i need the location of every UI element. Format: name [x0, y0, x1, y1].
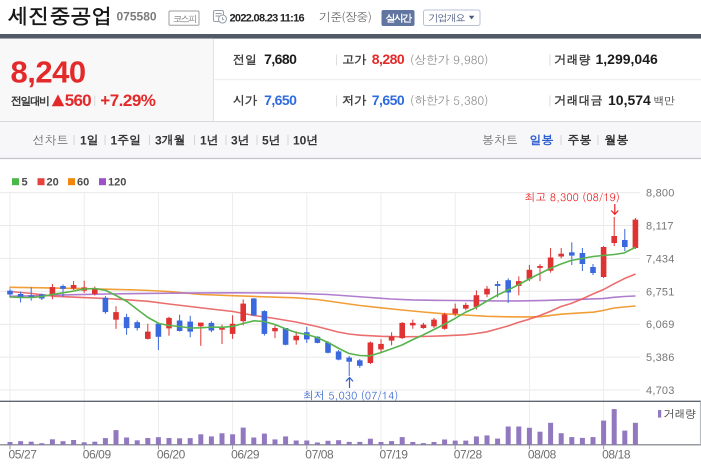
svg-text:7,680: 7,680: [264, 51, 297, 67]
svg-text:5: 5: [22, 177, 28, 189]
svg-text:8,240: 8,240: [11, 54, 86, 89]
svg-text:075580: 075580: [117, 10, 157, 24]
svg-text:3: 3: [231, 134, 238, 148]
svg-text:07/19: 07/19: [380, 448, 409, 462]
svg-text:06/29: 06/29: [231, 448, 260, 462]
svg-text:1: 1: [80, 134, 87, 148]
svg-text:20: 20: [47, 177, 59, 189]
svg-text:120: 120: [108, 177, 126, 189]
svg-text:7,650: 7,650: [264, 92, 297, 108]
svg-text:1,299,046: 1,299,046: [596, 51, 658, 67]
svg-text:2022.08.23 11:16: 2022.08.23 11:16: [230, 12, 305, 24]
svg-text:+7.29%: +7.29%: [100, 91, 156, 110]
svg-text:8,800: 8,800: [646, 188, 675, 200]
svg-text:08/08: 08/08: [528, 448, 557, 462]
svg-text:7,434: 7,434: [646, 253, 675, 265]
svg-text:05/27: 05/27: [9, 448, 38, 462]
svg-text:1: 1: [200, 134, 207, 148]
svg-text:6,069: 6,069: [646, 319, 675, 331]
svg-text:07/08: 07/08: [305, 448, 334, 462]
svg-text:560: 560: [65, 91, 91, 110]
svg-text:5,386: 5,386: [646, 352, 675, 364]
svg-text:08/18: 08/18: [602, 448, 631, 462]
svg-text:6,751: 6,751: [646, 286, 675, 298]
svg-text:10,574: 10,574: [608, 92, 651, 108]
svg-text:8,280: 8,280: [372, 51, 405, 67]
svg-text:07/28: 07/28: [454, 448, 483, 462]
svg-text:7,650: 7,650: [372, 92, 405, 108]
svg-text:4,703: 4,703: [646, 385, 675, 397]
svg-text:8,117: 8,117: [646, 221, 674, 233]
svg-text:3: 3: [155, 134, 162, 148]
svg-text:5: 5: [262, 134, 269, 148]
svg-text:60: 60: [77, 177, 89, 189]
svg-text:06/09: 06/09: [83, 448, 112, 462]
svg-text:1: 1: [111, 134, 118, 148]
svg-text:06/20: 06/20: [157, 448, 186, 462]
svg-text:10: 10: [293, 134, 307, 148]
